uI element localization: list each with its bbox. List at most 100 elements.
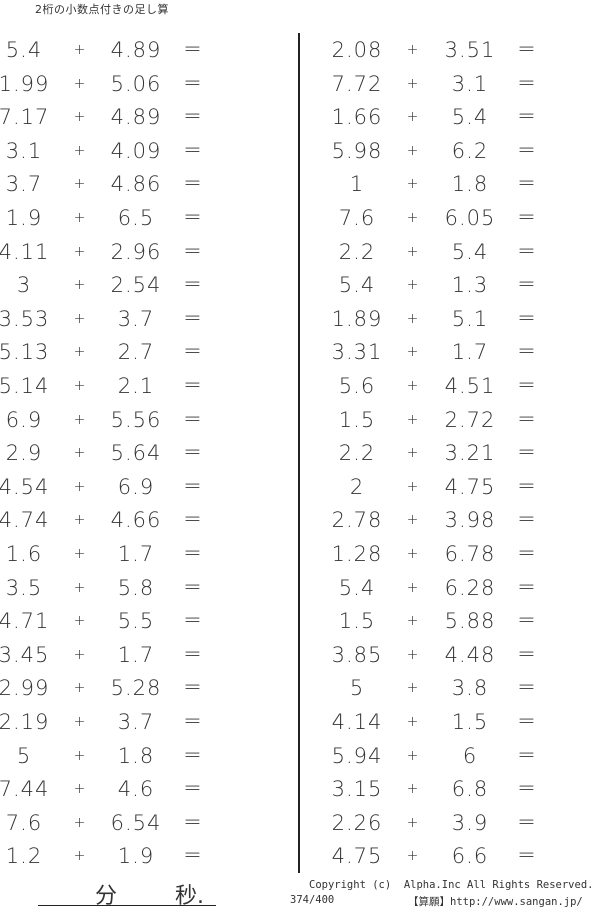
operand-1: 3.15 [331,777,383,802]
operand-1: 3.1 [5,138,43,163]
equals-sign: = [517,843,537,869]
operand-1: 5.14 [0,374,50,398]
equals-sign: = [183,305,203,331]
plus-sign: + [406,613,420,630]
equals-sign: = [517,574,537,600]
equals-sign: = [517,541,537,566]
equals-sign: = [517,104,537,130]
plus-sign: + [406,512,420,529]
equals-sign: = [183,406,203,432]
worksheet-title: 2桁の小数点付きの足し算 [35,3,169,16]
equals-sign: = [517,406,537,432]
equals-sign: = [183,608,203,634]
operand-2: 2.54 [110,273,162,298]
equals-sign: = [183,104,203,130]
operand-1: 3.31 [331,340,383,365]
plus-sign: + [73,848,87,865]
operand-1: 2.2 [338,239,376,264]
operand-1: 2.78 [331,508,383,533]
plus-sign: + [406,42,420,58]
operand-1: 7.17 [0,105,50,130]
operand-1: 4.75 [331,844,383,869]
operand-1: 1.9 [5,206,43,230]
plus-sign: + [406,714,420,730]
plus-sign: + [73,747,87,764]
plus-sign: + [73,176,87,193]
operand-2: 6.8 [451,777,489,802]
plus-sign: + [406,210,420,226]
equals-sign: = [517,205,537,230]
operand-2: 5.8 [117,575,155,600]
operand-2: 6.5 [117,206,155,230]
plus-sign: + [73,814,87,831]
operand-2: 3.7 [117,710,155,734]
operand-2: 4.66 [110,508,162,533]
operand-1: 5.6 [338,374,376,398]
equals-sign: = [517,137,537,163]
plus-sign: + [73,42,87,58]
plus-sign: + [406,277,420,294]
operand-1: 5.4 [338,575,376,600]
operand-2: 5.88 [444,609,496,634]
operand-2: 1.7 [117,642,155,667]
page-number: 374/400 [290,894,335,906]
operand-1: 1.6 [5,542,43,566]
plus-sign: + [406,75,420,92]
operand-1: 2.08 [331,38,383,62]
plus-sign: + [73,781,87,798]
plus-sign: + [406,243,420,260]
operand-2: 5.56 [110,407,162,432]
operand-2: 5.4 [451,239,489,264]
plus-sign: + [73,546,87,562]
operand-2: 6.2 [451,138,489,163]
operand-2: 1.7 [451,340,489,365]
equals-sign: = [517,339,537,365]
plus-sign: + [73,142,87,159]
plus-sign: + [73,243,87,260]
operand-1: 5.98 [331,138,383,163]
equals-sign: = [517,238,537,264]
equals-sign: = [517,641,537,667]
operand-2: 1.5 [451,710,489,734]
equals-sign: = [183,171,203,197]
operand-2: 4.89 [110,38,162,62]
operand-1: 3.45 [0,642,50,667]
plus-sign: + [406,109,420,126]
plus-sign: + [73,478,87,495]
plus-sign: + [73,109,87,126]
operand-1: 2.19 [0,710,50,734]
plus-sign: + [73,210,87,226]
plus-sign: + [406,848,420,865]
equals-sign: = [517,272,537,298]
operand-2: 3.21 [444,441,496,466]
operand-2: 5.06 [110,71,162,96]
operand-2: 3.1 [451,71,489,96]
plus-sign: + [406,747,420,764]
equals-sign: = [517,70,537,96]
operand-2: 5.5 [117,609,155,634]
plus-sign: + [73,445,87,462]
equals-sign: = [183,507,203,533]
equals-sign: = [183,70,203,96]
plus-sign: + [406,445,420,462]
plus-sign: + [406,579,420,596]
plus-sign: + [73,344,87,361]
equals-sign: = [517,809,537,835]
operand-2: 5.4 [451,105,489,130]
plus-sign: + [73,646,87,663]
equals-sign: = [183,709,203,734]
equals-sign: = [183,339,203,365]
operand-2: 6.78 [444,542,496,566]
seconds-label: 秒. [175,884,204,909]
operand-1: 2.2 [338,441,376,466]
operand-2: 2.7 [117,340,155,365]
operand-1: 7.44 [0,777,50,802]
operand-2: 3.9 [451,810,489,835]
operand-2: 1.8 [451,172,489,197]
operand-2: 4.51 [444,374,496,398]
equals-sign: = [517,742,537,768]
operand-1: 7.72 [331,71,383,96]
operand-1: 5.4 [338,273,376,298]
operand-1: 7.6 [338,206,376,230]
operand-1: 2.99 [0,676,50,701]
